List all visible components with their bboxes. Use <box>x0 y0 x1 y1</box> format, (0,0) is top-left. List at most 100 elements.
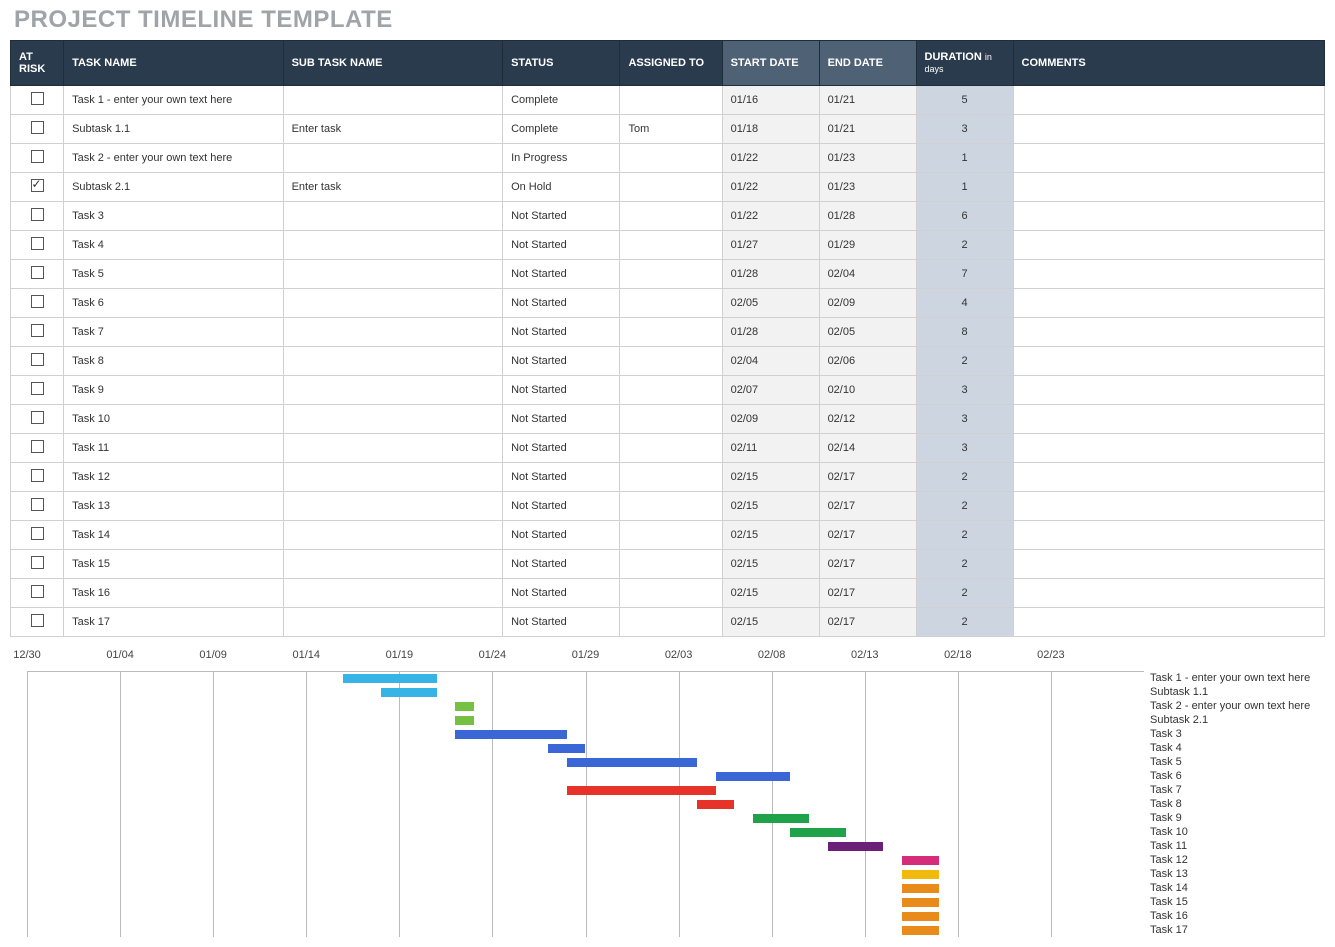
start-date-cell[interactable]: 02/05 <box>722 289 819 318</box>
status-cell[interactable]: Not Started <box>503 376 620 405</box>
at-risk-checkbox[interactable] <box>31 614 44 627</box>
status-cell[interactable]: Complete <box>503 86 620 115</box>
assigned-cell[interactable] <box>620 289 722 318</box>
status-cell[interactable]: Not Started <box>503 434 620 463</box>
task-name-cell[interactable]: Subtask 1.1 <box>64 115 284 144</box>
status-cell[interactable]: Complete <box>503 115 620 144</box>
assigned-cell[interactable] <box>620 492 722 521</box>
subtask-name-cell[interactable] <box>283 521 503 550</box>
subtask-name-cell[interactable] <box>283 86 503 115</box>
at-risk-checkbox[interactable] <box>31 411 44 424</box>
at-risk-checkbox[interactable] <box>31 440 44 453</box>
comments-cell[interactable] <box>1013 347 1324 376</box>
end-date-cell[interactable]: 01/29 <box>819 231 916 260</box>
end-date-cell[interactable]: 02/17 <box>819 521 916 550</box>
comments-cell[interactable] <box>1013 405 1324 434</box>
assigned-cell[interactable] <box>620 434 722 463</box>
start-date-cell[interactable]: 01/22 <box>722 202 819 231</box>
task-name-cell[interactable]: Subtask 2.1 <box>64 173 284 202</box>
at-risk-checkbox[interactable] <box>31 556 44 569</box>
subtask-name-cell[interactable]: Enter task <box>283 173 503 202</box>
status-cell[interactable]: Not Started <box>503 318 620 347</box>
subtask-name-cell[interactable] <box>283 202 503 231</box>
status-cell[interactable]: Not Started <box>503 202 620 231</box>
end-date-cell[interactable]: 02/06 <box>819 347 916 376</box>
task-name-cell[interactable]: Task 12 <box>64 463 284 492</box>
assigned-cell[interactable] <box>620 521 722 550</box>
assigned-cell[interactable] <box>620 608 722 637</box>
start-date-cell[interactable]: 02/15 <box>722 463 819 492</box>
subtask-name-cell[interactable] <box>283 492 503 521</box>
comments-cell[interactable] <box>1013 115 1324 144</box>
start-date-cell[interactable]: 02/11 <box>722 434 819 463</box>
end-date-cell[interactable]: 02/10 <box>819 376 916 405</box>
subtask-name-cell[interactable] <box>283 260 503 289</box>
start-date-cell[interactable]: 02/15 <box>722 521 819 550</box>
at-risk-checkbox[interactable] <box>31 208 44 221</box>
at-risk-checkbox[interactable] <box>31 382 44 395</box>
start-date-cell[interactable]: 02/15 <box>722 608 819 637</box>
task-name-cell[interactable]: Task 14 <box>64 521 284 550</box>
start-date-cell[interactable]: 02/15 <box>722 492 819 521</box>
status-cell[interactable]: Not Started <box>503 608 620 637</box>
end-date-cell[interactable]: 02/12 <box>819 405 916 434</box>
assigned-cell[interactable] <box>620 318 722 347</box>
task-name-cell[interactable]: Task 7 <box>64 318 284 347</box>
comments-cell[interactable] <box>1013 492 1324 521</box>
end-date-cell[interactable]: 01/23 <box>819 173 916 202</box>
end-date-cell[interactable]: 01/23 <box>819 144 916 173</box>
comments-cell[interactable] <box>1013 231 1324 260</box>
comments-cell[interactable] <box>1013 202 1324 231</box>
assigned-cell[interactable] <box>620 144 722 173</box>
task-name-cell[interactable]: Task 9 <box>64 376 284 405</box>
task-name-cell[interactable]: Task 5 <box>64 260 284 289</box>
status-cell[interactable]: Not Started <box>503 463 620 492</box>
at-risk-checkbox[interactable] <box>31 92 44 105</box>
subtask-name-cell[interactable] <box>283 434 503 463</box>
start-date-cell[interactable]: 01/28 <box>722 318 819 347</box>
task-name-cell[interactable]: Task 16 <box>64 579 284 608</box>
comments-cell[interactable] <box>1013 173 1324 202</box>
start-date-cell[interactable]: 01/28 <box>722 260 819 289</box>
comments-cell[interactable] <box>1013 608 1324 637</box>
end-date-cell[interactable]: 02/17 <box>819 608 916 637</box>
end-date-cell[interactable]: 01/21 <box>819 86 916 115</box>
status-cell[interactable]: Not Started <box>503 550 620 579</box>
status-cell[interactable]: Not Started <box>503 289 620 318</box>
end-date-cell[interactable]: 02/17 <box>819 492 916 521</box>
task-name-cell[interactable]: Task 4 <box>64 231 284 260</box>
start-date-cell[interactable]: 01/22 <box>722 173 819 202</box>
comments-cell[interactable] <box>1013 144 1324 173</box>
comments-cell[interactable] <box>1013 434 1324 463</box>
assigned-cell[interactable] <box>620 86 722 115</box>
start-date-cell[interactable]: 01/27 <box>722 231 819 260</box>
comments-cell[interactable] <box>1013 86 1324 115</box>
start-date-cell[interactable]: 01/18 <box>722 115 819 144</box>
subtask-name-cell[interactable] <box>283 579 503 608</box>
comments-cell[interactable] <box>1013 550 1324 579</box>
start-date-cell[interactable]: 02/15 <box>722 550 819 579</box>
start-date-cell[interactable]: 02/07 <box>722 376 819 405</box>
subtask-name-cell[interactable] <box>283 405 503 434</box>
end-date-cell[interactable]: 02/17 <box>819 463 916 492</box>
assigned-cell[interactable] <box>620 550 722 579</box>
end-date-cell[interactable]: 01/21 <box>819 115 916 144</box>
status-cell[interactable]: Not Started <box>503 347 620 376</box>
status-cell[interactable]: Not Started <box>503 579 620 608</box>
task-name-cell[interactable]: Task 13 <box>64 492 284 521</box>
at-risk-checkbox[interactable] <box>31 150 44 163</box>
end-date-cell[interactable]: 02/09 <box>819 289 916 318</box>
assigned-cell[interactable] <box>620 231 722 260</box>
comments-cell[interactable] <box>1013 463 1324 492</box>
assigned-cell[interactable] <box>620 260 722 289</box>
at-risk-checkbox[interactable] <box>31 237 44 250</box>
at-risk-checkbox[interactable] <box>31 266 44 279</box>
subtask-name-cell[interactable] <box>283 550 503 579</box>
assigned-cell[interactable] <box>620 579 722 608</box>
subtask-name-cell[interactable] <box>283 347 503 376</box>
subtask-name-cell[interactable] <box>283 376 503 405</box>
task-name-cell[interactable]: Task 17 <box>64 608 284 637</box>
subtask-name-cell[interactable] <box>283 144 503 173</box>
task-name-cell[interactable]: Task 15 <box>64 550 284 579</box>
assigned-cell[interactable] <box>620 405 722 434</box>
